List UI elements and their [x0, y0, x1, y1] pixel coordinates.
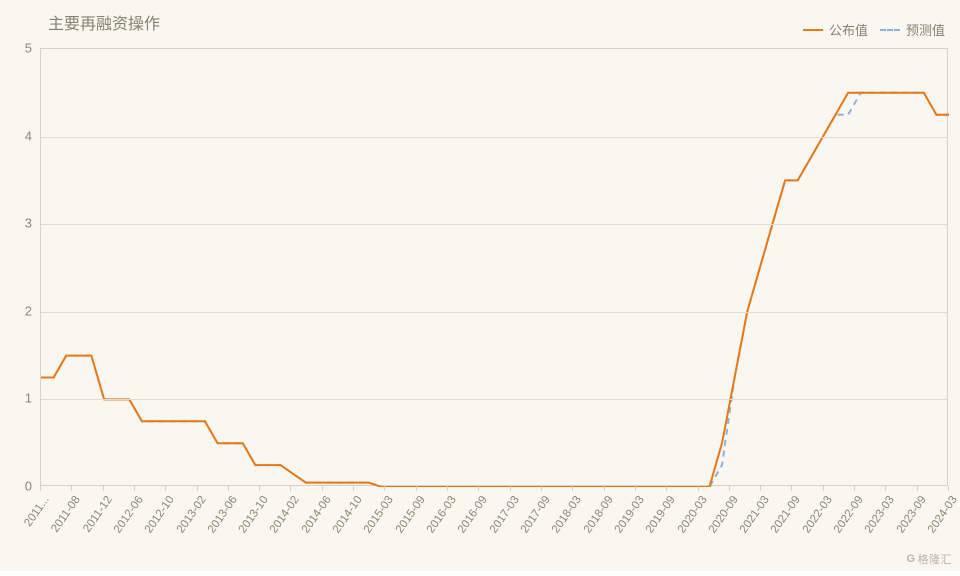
x-tick-mark — [71, 486, 72, 491]
legend-item-actual: 公布值 — [803, 20, 868, 39]
x-tick-mark — [134, 486, 135, 491]
grid-line — [41, 312, 947, 313]
legend-label-forecast: 预测值 — [906, 20, 945, 39]
series-actual — [41, 93, 949, 487]
x-tick-mark — [635, 486, 636, 491]
x-tick-label: 2017-09 — [519, 494, 553, 535]
legend-swatch-forecast — [880, 29, 900, 31]
x-tick-label: 2016-09 — [456, 494, 490, 535]
grid-line — [41, 399, 947, 400]
grid-line — [41, 137, 947, 138]
x-tick-mark — [604, 486, 605, 491]
x-tick-mark — [948, 486, 949, 491]
y-tick-label: 1 — [0, 391, 32, 406]
x-tick-label: 2020-09 — [707, 494, 741, 535]
chart-title: 主要再融资操作 — [48, 10, 160, 34]
x-tick-mark — [791, 486, 792, 491]
x-tick-mark — [40, 486, 41, 491]
y-tick-label: 5 — [0, 41, 32, 56]
x-tick-mark — [729, 486, 730, 491]
x-tick-mark — [416, 486, 417, 491]
x-tick-label: 2023-03 — [863, 494, 897, 535]
x-tick-mark — [572, 486, 573, 491]
x-tick-mark — [447, 486, 448, 491]
x-tick-mark — [353, 486, 354, 491]
x-tick-mark — [698, 486, 699, 491]
x-tick-label: 2013-02 — [174, 494, 208, 535]
legend-item-forecast: 预测值 — [880, 20, 945, 39]
x-tick-mark — [823, 486, 824, 491]
x-tick-label: 2011-08 — [50, 494, 84, 535]
x-tick-label: 2014-06 — [300, 494, 334, 535]
x-tick-mark — [510, 486, 511, 491]
x-tick-label: 2018-03 — [550, 494, 584, 535]
x-tick-label: 2015-09 — [394, 494, 428, 535]
x-tick-label: 2013-10 — [237, 494, 271, 535]
x-tick-mark — [165, 486, 166, 491]
x-tick-label: 2013-06 — [206, 494, 240, 535]
x-tick-label: 2014-10 — [331, 494, 365, 535]
x-tick-label: 2022-09 — [832, 494, 866, 535]
plot-area — [40, 48, 948, 486]
grid-line — [41, 224, 947, 225]
x-tick-mark — [885, 486, 886, 491]
x-tick-label: 2012-06 — [112, 494, 146, 535]
x-axis-ticks: 2011...2011-082011-122012-062012-102013-… — [40, 486, 948, 576]
y-tick-label: 3 — [0, 216, 32, 231]
x-tick-mark — [228, 486, 229, 491]
x-tick-label: 2017-03 — [487, 494, 521, 535]
x-tick-label: 2022-03 — [801, 494, 835, 535]
x-tick-label: 2014-02 — [268, 494, 302, 535]
x-tick-label: 2015-03 — [362, 494, 396, 535]
x-tick-label: 2023-09 — [894, 494, 928, 535]
legend: 公布值 预测值 — [803, 20, 945, 39]
x-tick-mark — [666, 486, 667, 491]
x-tick-label: 2019-09 — [644, 494, 678, 535]
x-tick-label: 2024-03 — [926, 494, 960, 535]
x-tick-label: 2018-09 — [581, 494, 615, 535]
x-tick-mark — [917, 486, 918, 491]
y-tick-label: 2 — [0, 303, 32, 318]
legend-label-actual: 公布值 — [829, 20, 868, 39]
x-tick-label: 2019-03 — [613, 494, 647, 535]
y-tick-label: 4 — [0, 128, 32, 143]
x-tick-mark — [103, 486, 104, 491]
series-forecast — [41, 93, 949, 487]
x-tick-label: 2021-09 — [769, 494, 803, 535]
x-tick-label: 2011... — [22, 494, 52, 529]
x-tick-label: 2020-03 — [675, 494, 709, 535]
x-tick-mark — [760, 486, 761, 491]
x-tick-mark — [259, 486, 260, 491]
x-tick-label: 2011-12 — [81, 494, 115, 535]
x-tick-mark — [322, 486, 323, 491]
legend-swatch-actual — [803, 29, 823, 31]
x-tick-label: 2012-10 — [143, 494, 177, 535]
chart-container: 主要再融资操作 公布值 预测值 G 格隆汇 0123452011...2011-… — [0, 0, 960, 571]
chart-lines — [41, 49, 949, 487]
y-tick-label: 0 — [0, 479, 32, 494]
x-tick-mark — [854, 486, 855, 491]
x-tick-label: 2021-03 — [738, 494, 772, 535]
x-tick-mark — [290, 486, 291, 491]
x-tick-mark — [384, 486, 385, 491]
x-tick-label: 2016-03 — [425, 494, 459, 535]
x-tick-mark — [541, 486, 542, 491]
x-tick-mark — [478, 486, 479, 491]
x-tick-mark — [197, 486, 198, 491]
